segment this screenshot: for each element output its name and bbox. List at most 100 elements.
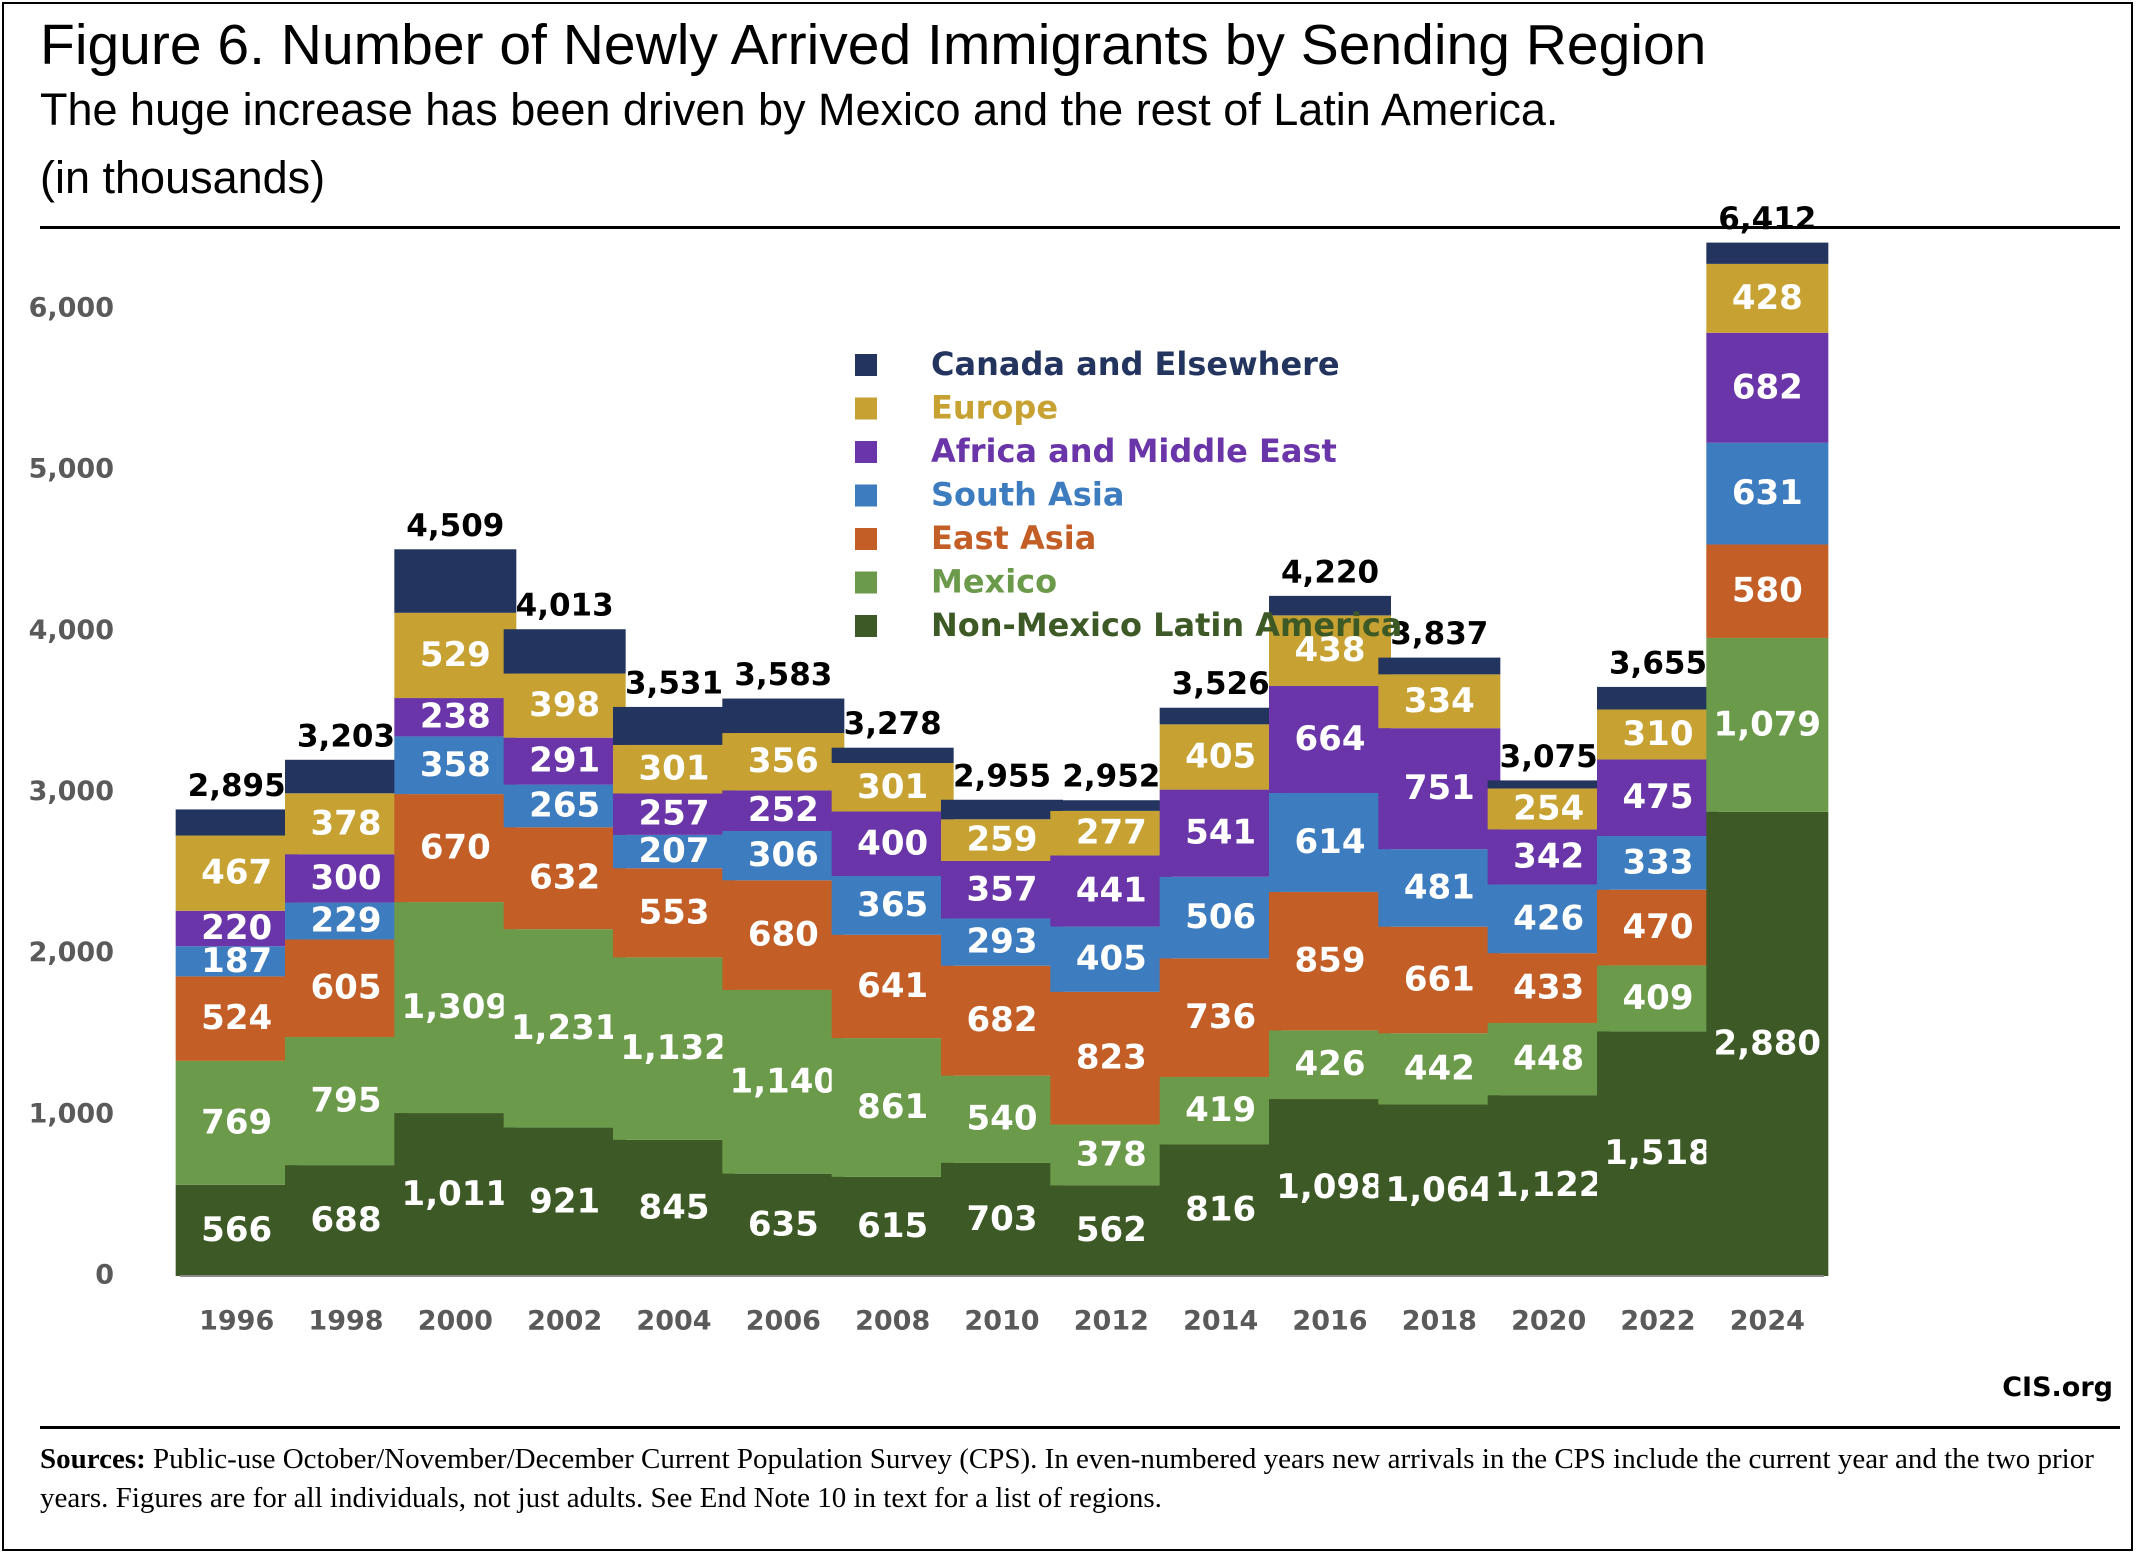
- bar-segment: [394, 736, 517, 795]
- legend-label: Non-Mexico Latin America: [931, 606, 1402, 644]
- bar-segment: [1050, 991, 1173, 1125]
- bar-segment: [1706, 332, 1829, 443]
- data-label: 300: [311, 858, 382, 898]
- bar-segment: [1597, 759, 1719, 837]
- bar-segment: [1706, 811, 1829, 1276]
- bar-segment: [1378, 1033, 1501, 1105]
- data-label: 254: [1513, 788, 1584, 828]
- bar-segment: [1050, 800, 1173, 811]
- bar-segment: [285, 1036, 407, 1166]
- x-tick-label: 2010: [964, 1306, 1039, 1337]
- bar-segment: [1597, 686, 1719, 710]
- bar-segment: [1050, 1124, 1173, 1186]
- legend-swatch: [855, 484, 877, 507]
- bar-segment: [613, 834, 735, 869]
- data-label: 1,231: [511, 1008, 619, 1048]
- bar-segment: [1378, 1104, 1501, 1276]
- total-label: 4,220: [1281, 554, 1379, 590]
- bar-segment: [1706, 544, 1829, 638]
- bar-segment: [1597, 709, 1719, 760]
- bar-segment: [1159, 958, 1282, 1077]
- bar-segment: [831, 875, 954, 935]
- bar-segment: [1487, 1095, 1610, 1276]
- bar-segment: [1487, 884, 1610, 954]
- x-tick-label: 2002: [527, 1306, 602, 1337]
- bar-segment: [394, 698, 517, 737]
- bar-segment: [1050, 1185, 1173, 1276]
- bar-segment: [722, 989, 845, 1174]
- total-label: 4,509: [406, 508, 504, 544]
- data-label: 301: [857, 767, 928, 807]
- bar-segment: [1269, 1099, 1391, 1276]
- legend-swatch: [855, 528, 877, 550]
- legend-label: Mexico: [931, 563, 1057, 601]
- bar-segment: [1487, 788, 1610, 830]
- legend-swatch: [855, 441, 877, 463]
- data-label: 1,309: [402, 987, 510, 1027]
- x-tick-label: 2024: [1730, 1306, 1805, 1337]
- bar-segment: [285, 939, 407, 1037]
- total-label: 6,412: [1718, 201, 1816, 237]
- total-label: 3,526: [1172, 666, 1270, 702]
- bar-segment: [394, 612, 517, 699]
- bar-segment: [503, 673, 626, 738]
- x-tick-label: 2016: [1292, 1306, 1367, 1337]
- data-label: 428: [1732, 278, 1803, 318]
- bar-segment: [722, 880, 845, 990]
- data-label: 259: [967, 820, 1038, 860]
- data-label: 1,098: [1276, 1167, 1384, 1207]
- data-label: 378: [1076, 1134, 1147, 1174]
- data-label: 635: [748, 1204, 819, 1244]
- bar-segment: [285, 759, 407, 794]
- bar-segment: [1159, 1076, 1282, 1145]
- data-label: 682: [1732, 367, 1803, 407]
- data-label: 334: [1404, 681, 1475, 721]
- chart-title: Figure 6. Number of Newly Arrived Immigr…: [40, 13, 1707, 77]
- legend-swatch: [855, 354, 877, 376]
- data-label: 187: [201, 941, 272, 981]
- bar-segment: [1269, 685, 1391, 793]
- data-label: 1,132: [620, 1028, 728, 1068]
- data-label: 378: [311, 803, 382, 843]
- data-label: 682: [967, 1000, 1038, 1040]
- data-label: 301: [639, 749, 710, 789]
- data-label: 441: [1076, 871, 1147, 911]
- bar-segment: [1050, 855, 1173, 927]
- data-label: 614: [1295, 822, 1366, 862]
- data-label: 229: [311, 901, 382, 941]
- data-label: 257: [639, 794, 710, 834]
- bar-segment: [613, 868, 735, 958]
- data-label: 310: [1623, 714, 1694, 754]
- bar-segment: [1269, 792, 1391, 892]
- bar-segment: [1487, 1022, 1610, 1096]
- data-label: 438: [1295, 630, 1366, 670]
- bar-segment: [941, 918, 1063, 966]
- x-tick-label: 1998: [308, 1306, 383, 1337]
- data-label: 475: [1623, 777, 1694, 817]
- bar-segment: [1597, 889, 1719, 966]
- data-label: 400: [857, 823, 928, 863]
- bar-segment: [941, 1162, 1063, 1276]
- bar-segment: [175, 976, 298, 1061]
- bar-segment: [1378, 926, 1501, 1034]
- legend-label: East Asia: [931, 519, 1096, 557]
- x-tick-label: 2020: [1511, 1306, 1586, 1337]
- bar-segment: [722, 733, 845, 791]
- bar-segment: [831, 747, 954, 764]
- bar-segment: [503, 737, 626, 785]
- bar-segment: [175, 835, 298, 911]
- data-label: 252: [748, 790, 819, 830]
- bar-segment: [613, 1139, 735, 1276]
- bar-segment: [613, 793, 735, 835]
- bar-segment: [1159, 876, 1282, 959]
- data-label: 291: [529, 741, 600, 781]
- bar-segment: [1378, 674, 1501, 729]
- y-tick-label: 5,000: [29, 454, 114, 485]
- data-label: 357: [967, 869, 1038, 909]
- data-label: 816: [1185, 1190, 1256, 1230]
- bar-segment: [1159, 724, 1282, 790]
- data-label: 333: [1623, 842, 1694, 882]
- units-note: (in thousands): [40, 152, 326, 203]
- bar-segment: [613, 744, 735, 794]
- bar-segment: [1159, 1144, 1282, 1276]
